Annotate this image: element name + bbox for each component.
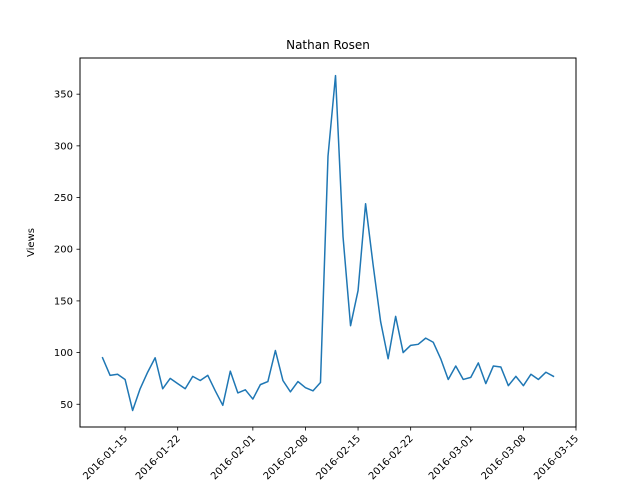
- y-tick-label: 100: [54, 348, 73, 359]
- x-tick-label: 2016-03-15: [532, 433, 581, 480]
- x-tick-label: 2016-02-22: [367, 433, 416, 480]
- x-tick-label: 2016-02-01: [209, 433, 258, 480]
- x-tick-label: 2016-03-01: [427, 433, 476, 480]
- y-tick-label: 200: [54, 245, 73, 256]
- series-line: [101, 74, 555, 412]
- x-tick-label: 2016-03-08: [480, 433, 529, 480]
- x-tick-label: 2016-02-08: [262, 433, 311, 480]
- y-tick-label: 350: [54, 90, 73, 101]
- y-axis-ticks: 50 100 150 200 250 300 350: [54, 90, 80, 411]
- x-tick-label: 2016-01-15: [81, 433, 130, 480]
- plot-background: [80, 58, 576, 427]
- y-axis-label: Views: [26, 228, 37, 257]
- y-tick-label: 250: [54, 193, 73, 204]
- x-axis-ticks: 2016-01-15 2016-01-22 2016-02-01 2016-02-08…: [81, 427, 581, 480]
- y-tick-label: 150: [54, 296, 73, 307]
- x-tick-label: 2016-01-22: [134, 433, 183, 480]
- plot-frame: [79, 57, 577, 428]
- series-layer: [101, 74, 555, 412]
- chart-title: Nathan Rosen: [286, 38, 370, 52]
- y-tick-label: 50: [60, 400, 73, 411]
- x-tick-label: 2016-02-15: [314, 433, 363, 480]
- y-tick-label: 300: [54, 141, 73, 152]
